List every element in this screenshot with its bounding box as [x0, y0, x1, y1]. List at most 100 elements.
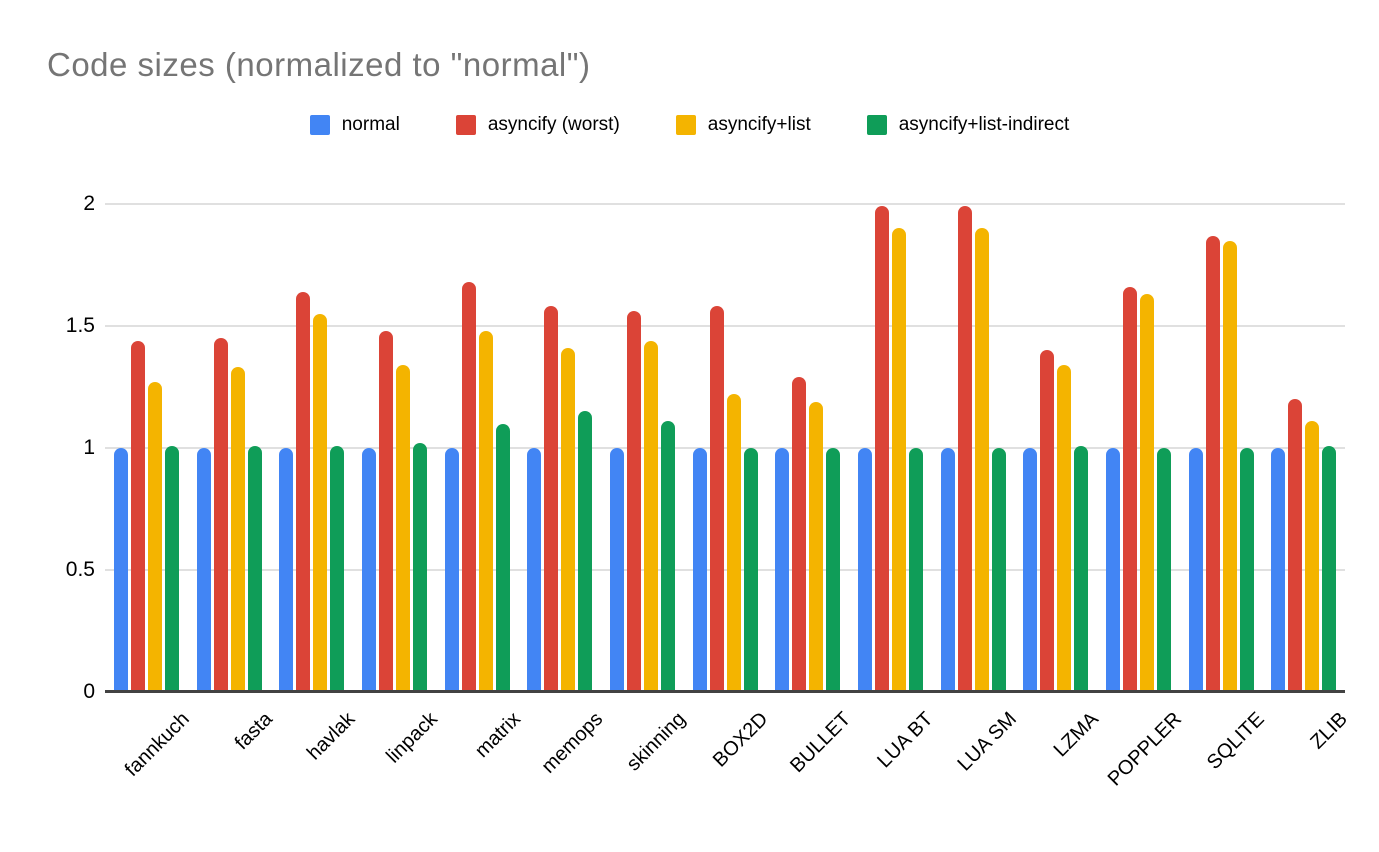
gridline-1 [105, 447, 1345, 449]
y-tick-label-1.5: 1.5 [65, 314, 95, 337]
bar-asyncify-list-linpack [395, 365, 410, 692]
bar-asyncify-list-indirect-box2d [743, 448, 758, 692]
bar-normal-fasta [196, 448, 211, 692]
x-cell-poppler: POPPLER [1097, 692, 1186, 842]
x-axis-label-linpack: linpack [382, 708, 442, 768]
bar-asyncify-worst-linpack [378, 330, 393, 692]
bar-asyncify-worst-lua-bt [874, 206, 889, 692]
x-axis-label-fannkuch: fannkuch [120, 708, 194, 781]
bar-asyncify-worst-sqlite [1205, 235, 1220, 692]
x-axis-label-skinning: skinning [622, 708, 690, 776]
bar-asyncify-list-indirect-matrix [495, 423, 510, 692]
x-cell-havlak: havlak [270, 692, 359, 842]
bar-group-poppler [1097, 192, 1180, 692]
x-cell-memops: memops [518, 692, 607, 842]
bar-group-lua-sm [932, 192, 1015, 692]
bar-asyncify-worst-fannkuch [130, 340, 145, 692]
legend-item-asyncify-list-indirect: asyncify+list-indirect [866, 114, 1070, 136]
chart-title: Code sizes (normalized to "normal") [47, 46, 591, 83]
x-axis-label-sqlite: SQLITE [1202, 708, 1269, 774]
plot-area [105, 192, 1345, 693]
bar-group-lzma [1014, 192, 1097, 692]
x-cell-bullet: BULLET [766, 692, 855, 842]
bar-normal-matrix [444, 448, 459, 692]
x-axis-baseline [105, 690, 1345, 693]
y-tick-label-2: 2 [83, 192, 95, 215]
bar-normal-box2d [692, 448, 707, 692]
bar-asyncify-list-fasta [230, 367, 245, 692]
x-axis-label-bullet: BULLET [786, 708, 856, 778]
bar-normal-zlib [1271, 448, 1286, 692]
x-cell-box2d: BOX2D [684, 692, 773, 842]
x-axis: fannkuch fasta havlak linpack matrix memops sk… [105, 692, 1351, 842]
bar-asyncify-list-indirect-zlib [1322, 445, 1337, 692]
bar-group-matrix [436, 192, 519, 692]
bar-asyncify-worst-zlib [1288, 399, 1303, 692]
bar-asyncify-list-lua-bt [891, 228, 906, 692]
bar-asyncify-list-indirect-linpack [412, 443, 427, 692]
bar-group-box2d [684, 192, 767, 692]
bar-asyncify-worst-lua-sm [957, 206, 972, 692]
bar-asyncify-list-box2d [726, 394, 741, 692]
legend: normal asyncify (worst) asyncify+list async… [0, 114, 1379, 136]
legend-label: asyncify (worst) [487, 114, 620, 135]
bar-asyncify-list-indirect-fannkuch [164, 445, 179, 692]
x-cell-lua-bt: LUA BT [849, 692, 938, 842]
x-cell-matrix: matrix [436, 692, 525, 842]
x-cell-fannkuch: fannkuch [105, 692, 194, 842]
y-axis: 0 0.5 1 1.5 2 [0, 192, 95, 703]
bar-group-havlak [270, 192, 353, 692]
bar-asyncify-list-matrix [478, 330, 493, 692]
bar-asyncify-list-indirect-lua-bt [908, 448, 923, 692]
bar-asyncify-worst-bullet [792, 377, 807, 692]
legend-label: asyncify+list-indirect [898, 114, 1070, 135]
legend-item-normal: normal [309, 114, 400, 136]
x-axis-label-lua-bt: LUA BT [873, 708, 938, 773]
bar-asyncify-list-zlib [1305, 421, 1320, 692]
gridline-0.5 [105, 569, 1345, 571]
legend-swatch-asyncify-list-indirect [866, 115, 887, 135]
bar-normal-lua-bt [857, 448, 872, 692]
legend-swatch-asyncify-worst [455, 115, 476, 135]
bar-asyncify-worst-skinning [626, 311, 641, 692]
bar-asyncify-list-indirect-poppler [1156, 448, 1171, 692]
bar-group-sqlite [1180, 192, 1263, 692]
legend-swatch-normal [309, 115, 330, 135]
bar-asyncify-list-indirect-fasta [247, 445, 262, 692]
bar-asyncify-list-lua-sm [974, 228, 989, 692]
bar-normal-sqlite [1188, 448, 1203, 692]
legend-label: asyncify+list [707, 114, 811, 135]
bar-asyncify-list-indirect-skinning [660, 421, 675, 692]
bar-asyncify-list-indirect-sqlite [1239, 448, 1254, 692]
bar-group-lua-bt [849, 192, 932, 692]
bar-group-skinning [601, 192, 684, 692]
x-axis-label-poppler: POPPLER [1103, 708, 1186, 791]
bar-asyncify-worst-poppler [1122, 286, 1137, 692]
gridline-2 [105, 203, 1345, 205]
bar-group-bullet [766, 192, 849, 692]
bar-asyncify-list-sqlite [1222, 240, 1237, 692]
bar-normal-memops [527, 448, 542, 692]
bar-asyncify-list-indirect-memops [578, 411, 593, 692]
bar-normal-lua-sm [940, 448, 955, 692]
y-tick-label-0.5: 0.5 [65, 558, 95, 581]
x-cell-linpack: linpack [353, 692, 442, 842]
x-cell-skinning: skinning [601, 692, 689, 842]
x-cell-lzma: LZMA [1014, 692, 1103, 842]
y-tick-label-0: 0 [83, 680, 95, 703]
bar-asyncify-worst-fasta [213, 338, 228, 692]
legend-label: normal [341, 114, 400, 135]
x-cell-lua-sm: LUA SM [932, 692, 1020, 842]
bar-asyncify-list-indirect-lzma [1074, 445, 1089, 692]
x-axis-label-matrix: matrix [470, 708, 525, 763]
bar-asyncify-list-indirect-bullet [826, 448, 841, 692]
bar-normal-skinning [609, 448, 624, 692]
bar-normal-fannkuch [113, 448, 128, 692]
y-tick-label-1: 1 [83, 436, 95, 459]
bar-asyncify-list-lzma [1057, 365, 1072, 692]
bar-group-zlib [1262, 192, 1345, 692]
bar-asyncify-list-indirect-lua-sm [991, 448, 1006, 692]
bar-group-memops [518, 192, 601, 692]
bar-asyncify-list-fannkuch [147, 382, 162, 692]
